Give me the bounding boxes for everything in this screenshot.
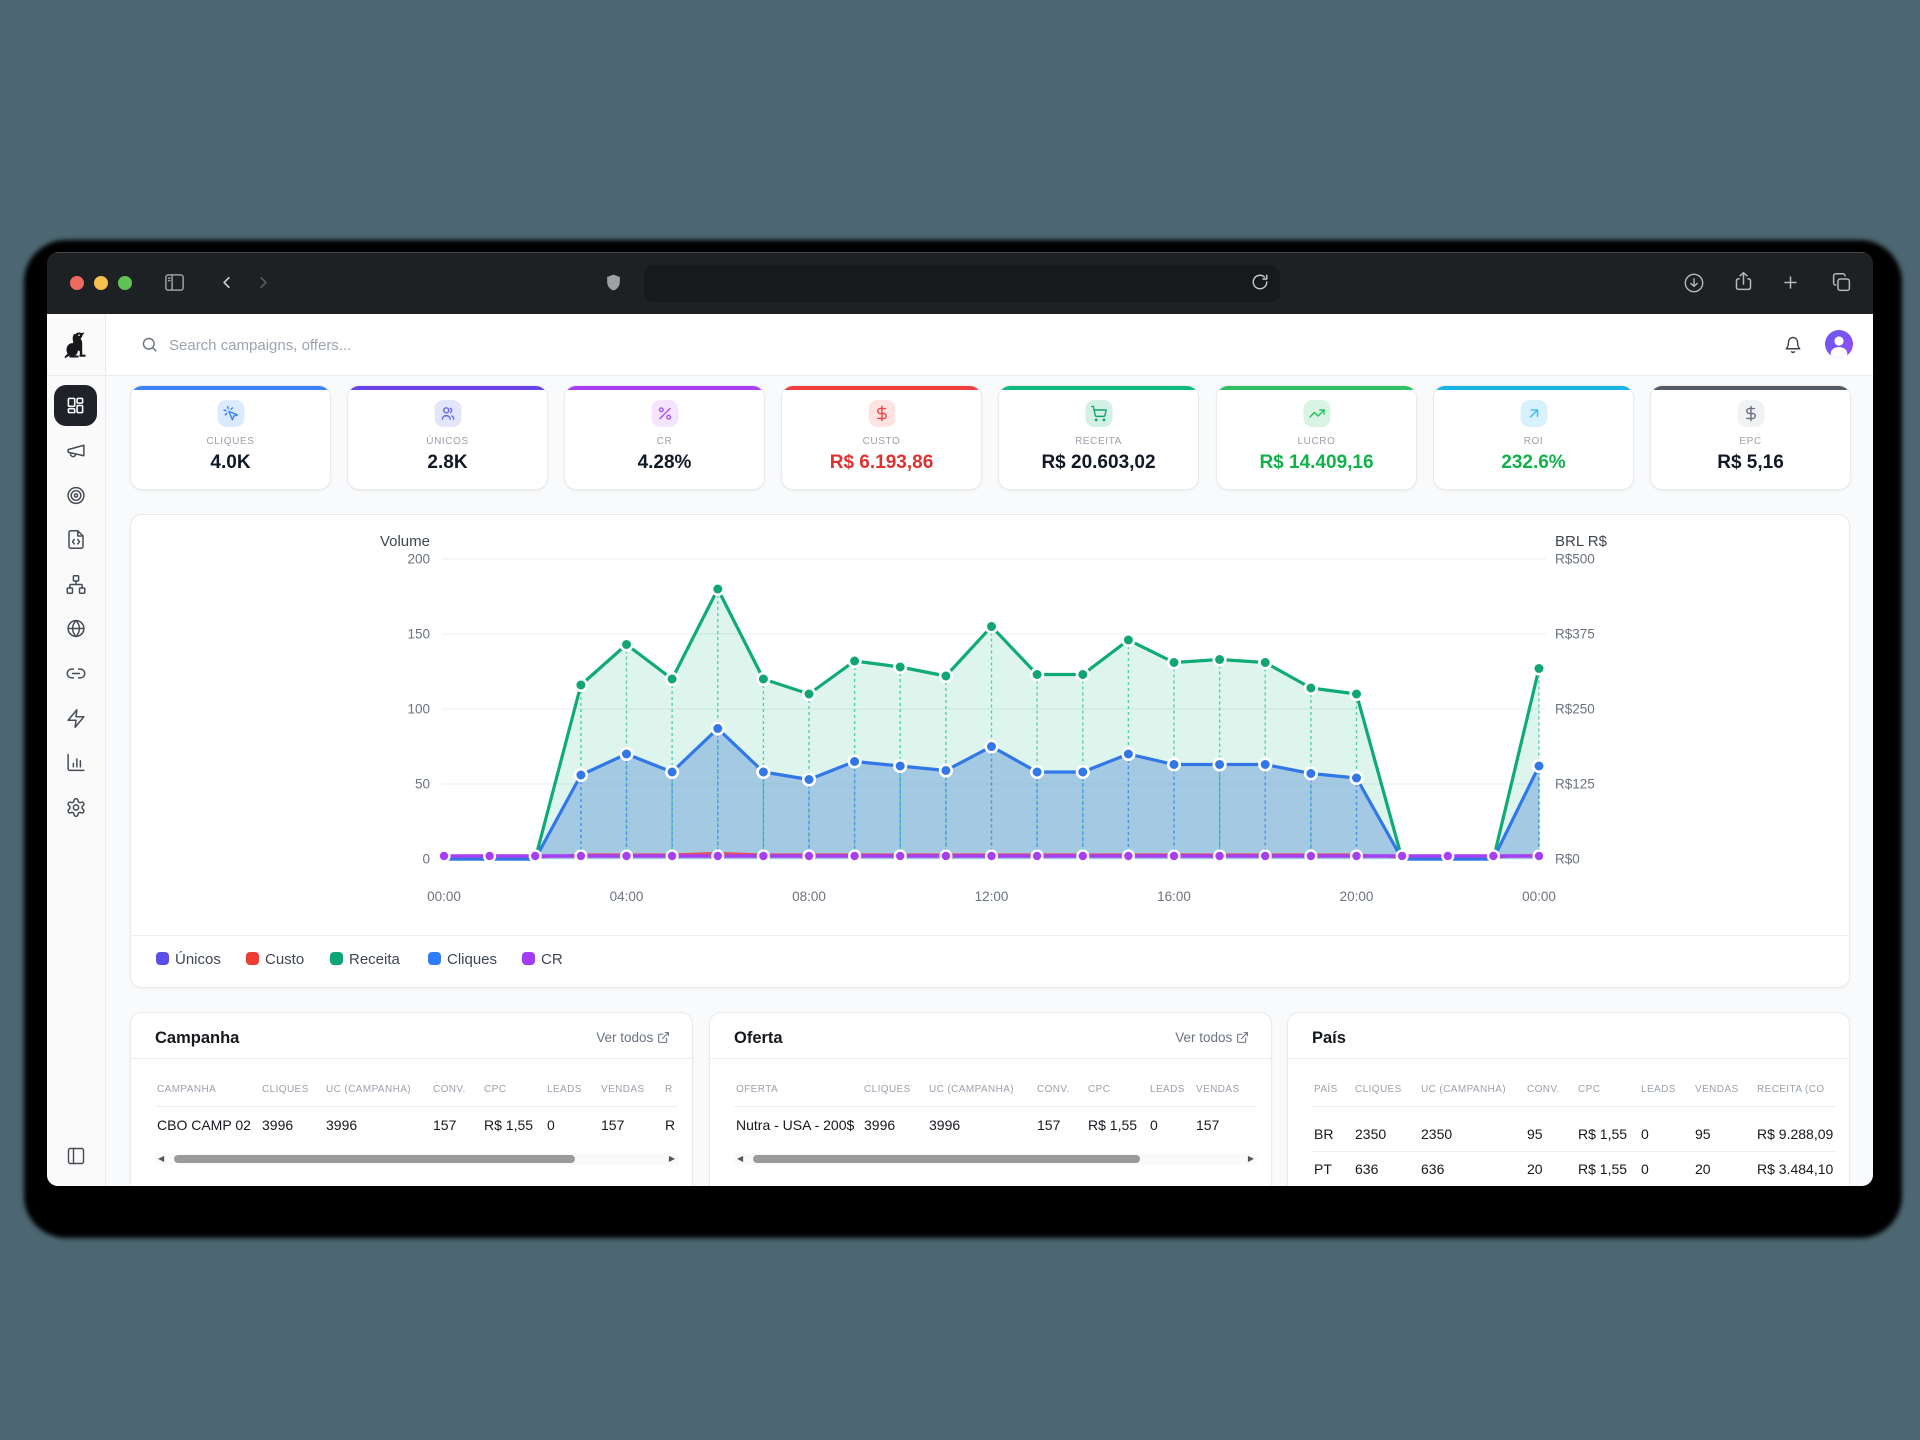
- svg-text:12:00: 12:00: [975, 889, 1009, 904]
- svg-text:16:00: 16:00: [1157, 889, 1191, 904]
- svg-text:150: 150: [407, 627, 430, 642]
- svg-text:R$250: R$250: [1555, 702, 1595, 717]
- svg-text:0: 0: [422, 852, 430, 867]
- svg-text:00:00: 00:00: [1522, 889, 1556, 904]
- svg-text:R$375: R$375: [1555, 627, 1595, 642]
- svg-text:100: 100: [407, 702, 430, 717]
- svg-text:R$125: R$125: [1555, 777, 1595, 792]
- svg-text:20:00: 20:00: [1340, 889, 1374, 904]
- svg-text:R$500: R$500: [1555, 552, 1595, 567]
- svg-text:00:00: 00:00: [427, 889, 461, 904]
- svg-text:200: 200: [407, 552, 430, 567]
- svg-text:04:00: 04:00: [610, 889, 644, 904]
- svg-text:08:00: 08:00: [792, 889, 826, 904]
- svg-text:50: 50: [415, 777, 430, 792]
- svg-text:BRL R$: BRL R$: [1555, 533, 1608, 550]
- svg-text:Volume: Volume: [380, 533, 430, 550]
- svg-text:R$0: R$0: [1555, 852, 1580, 867]
